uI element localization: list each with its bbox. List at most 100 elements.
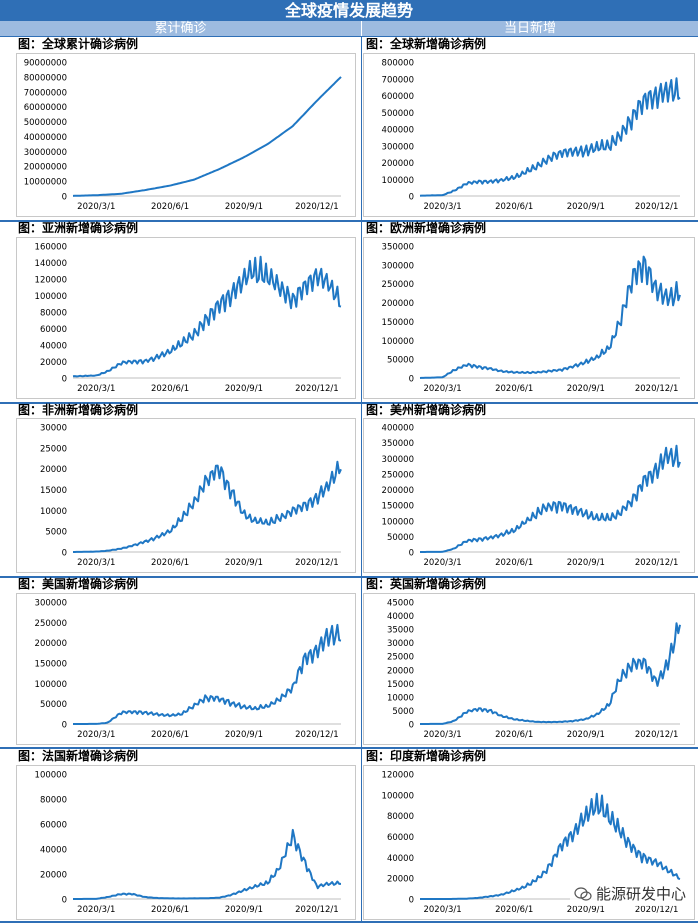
chart-svg: 0 50000 100000 150000 200000 250000 300000 3500… bbox=[382, 424, 681, 568]
chart-title: 图：美州新增确诊病例 bbox=[366, 403, 487, 417]
x-tick-label: 2020/6/1 bbox=[151, 202, 189, 212]
y-tick-label: 100000 bbox=[382, 176, 414, 186]
y-tick-label: 0 bbox=[62, 549, 67, 559]
y-tick-label: 400000 bbox=[382, 126, 414, 136]
y-tick-label: 30000 bbox=[40, 424, 67, 434]
chart-uk-daily: 0 5000 10000 15000 20000 25000 30000 35000 40000… bbox=[363, 593, 695, 745]
series-line bbox=[72, 255, 342, 378]
series-line bbox=[420, 444, 681, 553]
y-tick-label: 100000 bbox=[382, 517, 414, 527]
chart-svg: 0 5000 10000 15000 20000 25000 30000 2020/3/1 20… bbox=[40, 424, 342, 568]
chart-title: 图：欧洲新增确诊病例 bbox=[366, 221, 487, 235]
x-tick-label: 2020/6/1 bbox=[151, 730, 189, 740]
row-separator bbox=[0, 576, 698, 578]
y-tick-label: 100000 bbox=[35, 771, 67, 781]
x-tick-label: 2020/3/1 bbox=[423, 558, 461, 568]
chart-title: 图：法国新增确诊病例 bbox=[18, 749, 139, 763]
x-tick-label: 2020/9/1 bbox=[567, 730, 605, 740]
x-tick-label: 2020/12/1 bbox=[295, 905, 339, 915]
y-tick-label: 30000 bbox=[387, 639, 414, 649]
x-tick-label: 2020/3/1 bbox=[77, 202, 115, 212]
y-tick-label: 150000 bbox=[382, 502, 414, 512]
y-tick-label: 30000000 bbox=[24, 148, 67, 158]
y-tick-label: 40000 bbox=[40, 846, 67, 856]
x-tick-label: 2020/9/1 bbox=[225, 730, 263, 740]
y-tick-label: 0 bbox=[409, 375, 414, 385]
y-tick-label: 100000 bbox=[382, 791, 414, 801]
y-tick-label: 700000 bbox=[382, 75, 414, 85]
y-tick-label: 25000 bbox=[387, 653, 414, 663]
chart-svg: 0 10000000 20000000 30000000 40000000 5000000… bbox=[24, 59, 342, 212]
chart-europe-daily: 0 50000 100000 150000 200000 250000 300000 3500… bbox=[363, 237, 695, 399]
y-tick-label: 100000 bbox=[35, 680, 67, 690]
x-tick-label: 2020/9/1 bbox=[567, 905, 605, 915]
y-tick-label: 120000 bbox=[35, 276, 67, 286]
y-tick-label: 160000 bbox=[35, 243, 67, 253]
chart-svg: 0 20000 40000 60000 80000 100000 2020/3/1 2020/… bbox=[35, 771, 341, 915]
y-tick-label: 150000 bbox=[35, 660, 67, 670]
y-tick-label: 60000 bbox=[387, 833, 414, 843]
y-tick-label: 80000 bbox=[387, 812, 414, 822]
left-column-header: 累计确诊 bbox=[0, 21, 361, 36]
x-tick-label: 2020/12/1 bbox=[635, 730, 679, 740]
chart-title: 图：美国新增确诊病例 bbox=[18, 577, 139, 591]
series-line bbox=[73, 623, 342, 725]
x-tick-label: 2020/6/1 bbox=[151, 905, 189, 915]
y-tick-label: 800000 bbox=[382, 59, 414, 69]
x-tick-label: 2020/12/1 bbox=[635, 558, 679, 568]
x-tick-label: 2020/6/1 bbox=[495, 202, 533, 212]
chart-title: 图：全球累计确诊病例 bbox=[18, 37, 139, 51]
y-tick-label: 400000 bbox=[382, 424, 414, 434]
y-tick-label: 70000000 bbox=[24, 88, 67, 98]
row-separator bbox=[0, 402, 698, 404]
y-tick-label: 350000 bbox=[382, 439, 414, 449]
y-tick-label: 300000 bbox=[382, 261, 414, 271]
chart-global-cum: 0 10000000 20000000 30000000 40000000 5000000… bbox=[16, 53, 356, 217]
y-tick-label: 0 bbox=[409, 896, 414, 906]
x-tick-label: 2020/12/1 bbox=[295, 202, 339, 212]
x-tick-label: 2020/9/1 bbox=[567, 202, 605, 212]
x-tick-label: 2020/9/1 bbox=[225, 202, 263, 212]
right-column-header: 当日新增 bbox=[362, 21, 698, 36]
x-tick-label: 2020/3/1 bbox=[423, 730, 461, 740]
x-tick-label: 2020/9/1 bbox=[225, 384, 263, 394]
x-tick-label: 2020/6/1 bbox=[495, 384, 533, 394]
chart-svg: 0 20000 40000 60000 80000 100000 120000 140000 1… bbox=[35, 243, 342, 394]
chart-svg: 0 5000 10000 15000 20000 25000 30000 35000 40000… bbox=[387, 599, 681, 740]
y-tick-label: 25000 bbox=[40, 444, 67, 454]
chart-asia-daily: 0 20000 40000 60000 80000 100000 120000 140000 1… bbox=[16, 237, 356, 399]
x-tick-label: 2020/9/1 bbox=[225, 905, 263, 915]
y-tick-label: 50000 bbox=[387, 533, 414, 543]
x-tick-label: 2020/9/1 bbox=[567, 558, 605, 568]
x-tick-label: 2020/3/1 bbox=[423, 202, 461, 212]
watermark-text: 能源研发中心 bbox=[595, 885, 686, 903]
column-divider bbox=[361, 36, 362, 922]
row-separator bbox=[0, 921, 698, 923]
y-tick-label: 250000 bbox=[382, 470, 414, 480]
y-tick-label: 0 bbox=[409, 549, 414, 559]
row-separator bbox=[0, 36, 698, 37]
y-tick-label: 40000000 bbox=[24, 133, 67, 143]
y-tick-label: 200000 bbox=[35, 639, 67, 649]
chart-svg: 0 50000 100000 150000 200000 250000 300000 2020… bbox=[35, 599, 342, 740]
wechat-icon bbox=[574, 887, 592, 901]
y-tick-label: 60000000 bbox=[24, 103, 67, 113]
y-tick-label: 20000 bbox=[40, 358, 67, 368]
x-tick-label: 2020/3/1 bbox=[77, 730, 115, 740]
series-line bbox=[419, 77, 681, 197]
series-line bbox=[73, 828, 341, 900]
y-tick-label: 15000 bbox=[40, 486, 67, 496]
x-tick-label: 2020/3/1 bbox=[77, 558, 115, 568]
series-line bbox=[73, 460, 342, 553]
y-tick-label: 40000 bbox=[40, 342, 67, 352]
y-tick-label: 50000 bbox=[387, 356, 414, 366]
row-separator bbox=[0, 747, 698, 749]
x-tick-label: 2020/12/1 bbox=[635, 202, 679, 212]
y-tick-label: 60000 bbox=[40, 325, 67, 335]
y-tick-label: 300000 bbox=[35, 599, 67, 609]
x-tick-label: 2020/12/1 bbox=[635, 384, 679, 394]
y-tick-label: 600000 bbox=[382, 92, 414, 102]
chart-title: 图：非洲新增确诊病例 bbox=[18, 403, 139, 417]
x-tick-label: 2020/3/1 bbox=[77, 905, 115, 915]
chart-africa-daily: 0 5000 10000 15000 20000 25000 30000 2020/3/1 20… bbox=[16, 418, 356, 573]
